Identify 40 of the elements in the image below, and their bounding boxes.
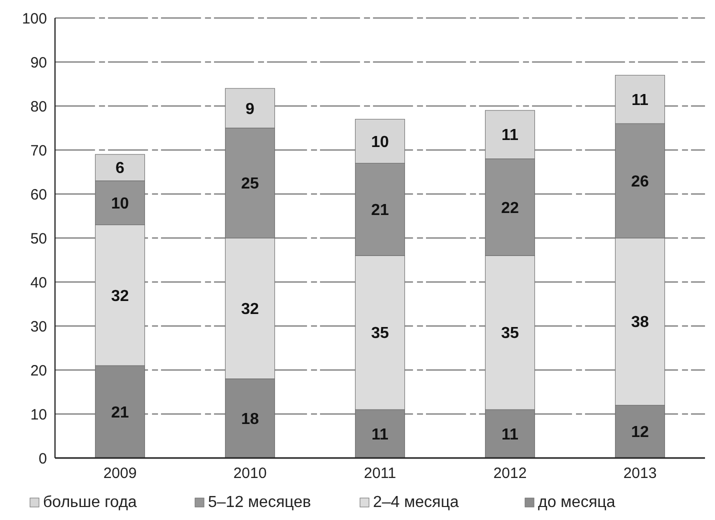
data-label: 10 — [371, 134, 389, 151]
x-tick-label: 2009 — [103, 465, 137, 482]
data-label: 21 — [371, 202, 389, 219]
x-tick-label: 2012 — [493, 465, 527, 482]
y-tick-label: 40 — [30, 274, 47, 292]
data-label: 25 — [241, 176, 259, 193]
data-label: 32 — [111, 288, 129, 305]
legend-label: 5–12 месяцев — [208, 494, 311, 511]
y-tick-label: 80 — [30, 98, 47, 116]
data-label: 21 — [111, 404, 129, 422]
data-label: 9 — [246, 100, 255, 118]
data-label: 10 — [111, 195, 129, 212]
x-tick-label: 2011 — [364, 465, 396, 482]
y-tick-label: 100 — [22, 10, 47, 28]
data-label: 11 — [502, 426, 519, 444]
x-tick-label: 2010 — [233, 465, 267, 482]
data-label: 32 — [241, 301, 259, 318]
legend-label: больше года — [43, 494, 137, 511]
y-tick-label: 30 — [30, 318, 47, 336]
y-tick-label: 10 — [30, 406, 47, 424]
legend-label: до месяца — [538, 494, 616, 511]
y-tick-label: 90 — [30, 54, 47, 72]
x-tick-label: 2013 — [623, 465, 657, 482]
data-label: 11 — [502, 127, 519, 144]
y-tick-label: 70 — [30, 142, 47, 160]
y-tick-label: 60 — [30, 186, 47, 204]
data-label: 38 — [631, 314, 649, 332]
y-tick-label: 50 — [30, 230, 47, 248]
data-label: 35 — [501, 325, 519, 342]
legend-label: 2–4 месяца — [373, 494, 459, 511]
data-label: 35 — [371, 325, 389, 342]
data-label: 18 — [241, 411, 259, 428]
y-tick-label: 0 — [38, 450, 47, 468]
data-label: 22 — [501, 200, 519, 217]
data-label: 26 — [631, 173, 649, 190]
data-label: 11 — [632, 92, 649, 109]
y-tick-label: 20 — [30, 362, 47, 380]
data-label: 12 — [631, 424, 649, 442]
data-label: 6 — [116, 160, 125, 178]
data-label: 11 — [372, 426, 389, 444]
